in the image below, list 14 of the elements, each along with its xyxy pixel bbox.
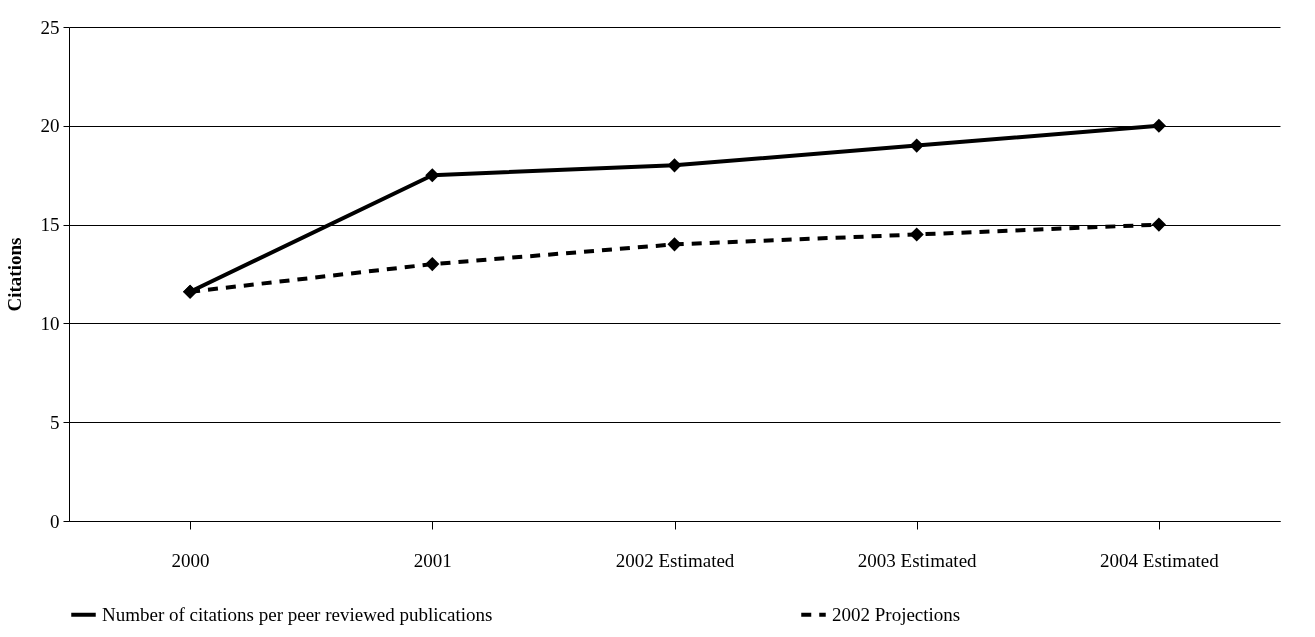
x-tick-label: 2004 Estimated [1100, 549, 1220, 571]
y-tick-label: 15 [40, 214, 60, 236]
y-axis-title: Citations [3, 237, 25, 312]
y-tick-label: 0 [50, 510, 60, 532]
x-tick-label: 2003 Estimated [857, 549, 978, 571]
y-tick-label: 10 [40, 312, 60, 334]
y-tick-label: 25 [40, 16, 60, 38]
x-tick-label: 2002 Estimated [615, 549, 735, 571]
y-tick-label: 5 [50, 411, 60, 433]
legend-label: Number of citations per peer reviewed publications [102, 603, 493, 625]
x-tick-label: 2000 [171, 549, 210, 571]
y-tick-label: 20 [40, 115, 60, 137]
legend-label: 2002 Projections [832, 603, 961, 625]
x-tick-label: 2001 [413, 549, 452, 571]
